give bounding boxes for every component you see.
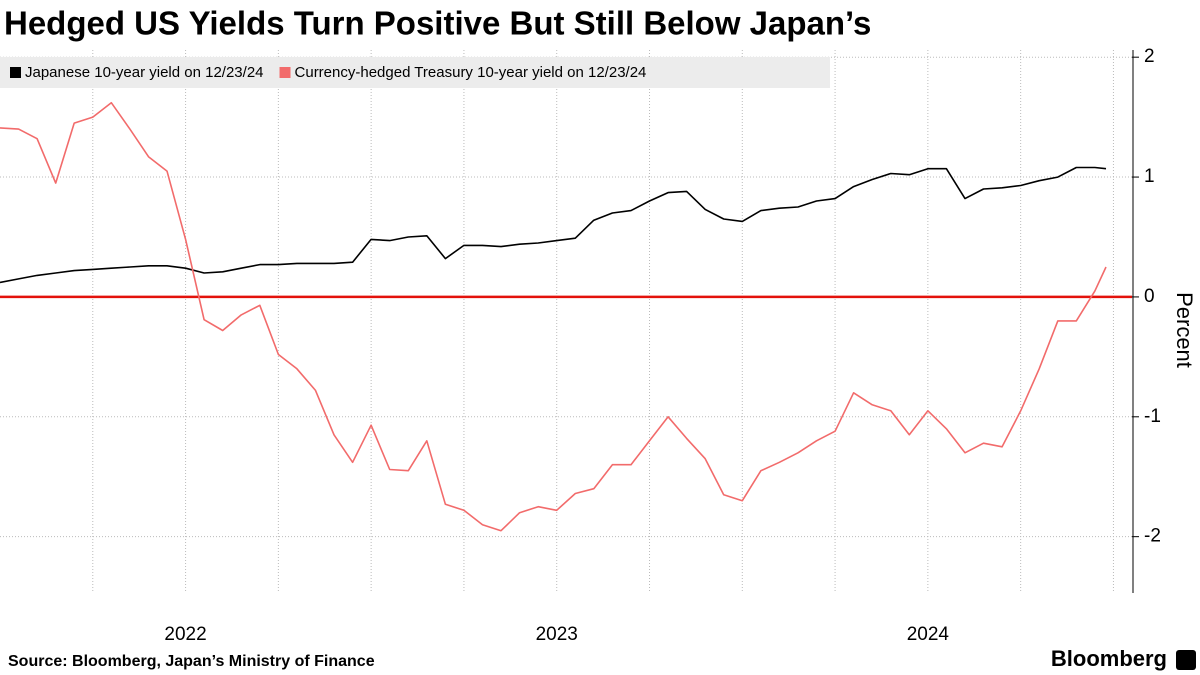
series-line xyxy=(0,166,1107,284)
source: Source: Bloomberg, Japan’s Ministry of F… xyxy=(8,653,375,670)
legend-label: Japanese 10-year yield on 12/23/24 xyxy=(25,64,264,81)
chart-title: Hedged US Yields Turn Positive But Still… xyxy=(4,5,871,42)
brand-icon xyxy=(1176,650,1196,670)
series-line xyxy=(0,101,1107,532)
y-tick-label: 2 xyxy=(1144,46,1155,67)
y-tick-label: -1 xyxy=(1144,406,1161,427)
legend-background xyxy=(0,57,830,88)
y-tick-label: 0 xyxy=(1144,286,1155,307)
legend-swatch xyxy=(279,67,291,78)
legend-label: Currency-hedged Treasury 10-year yield o… xyxy=(295,64,647,81)
y-tick-label: 1 xyxy=(1144,166,1155,187)
y-axis-label: Percent xyxy=(1172,292,1197,368)
brand: Bloomberg xyxy=(1051,646,1167,671)
x-tick-label: 2023 xyxy=(536,624,578,645)
y-tick-label: -2 xyxy=(1144,526,1161,547)
legend-swatch xyxy=(10,67,21,78)
x-tick-label: 2024 xyxy=(907,624,950,645)
x-tick-label: 2022 xyxy=(164,624,206,645)
